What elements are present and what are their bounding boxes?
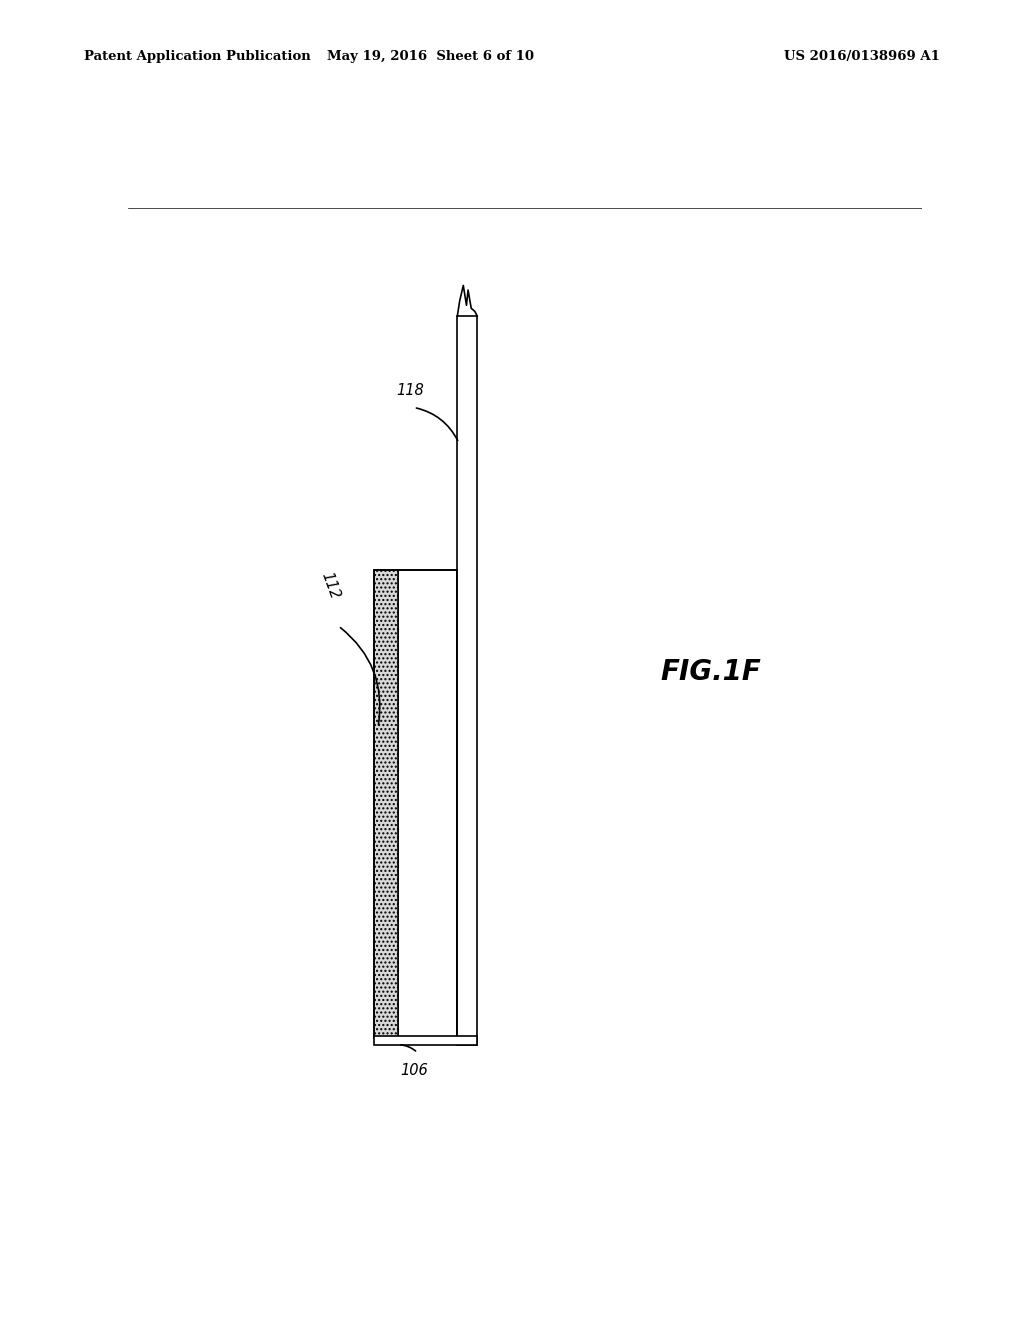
Bar: [458, 315, 477, 1044]
Bar: [397, 570, 458, 1038]
Text: May 19, 2016  Sheet 6 of 10: May 19, 2016 Sheet 6 of 10: [327, 50, 534, 63]
Bar: [374, 1036, 477, 1044]
Text: 106: 106: [399, 1063, 428, 1078]
Text: 112: 112: [318, 570, 342, 602]
Bar: [374, 570, 458, 1038]
Text: Patent Application Publication: Patent Application Publication: [84, 50, 310, 63]
Text: US 2016/0138969 A1: US 2016/0138969 A1: [784, 50, 940, 63]
Text: FIG.1F: FIG.1F: [660, 657, 762, 685]
Text: 118: 118: [396, 383, 424, 399]
Bar: [374, 570, 397, 1038]
